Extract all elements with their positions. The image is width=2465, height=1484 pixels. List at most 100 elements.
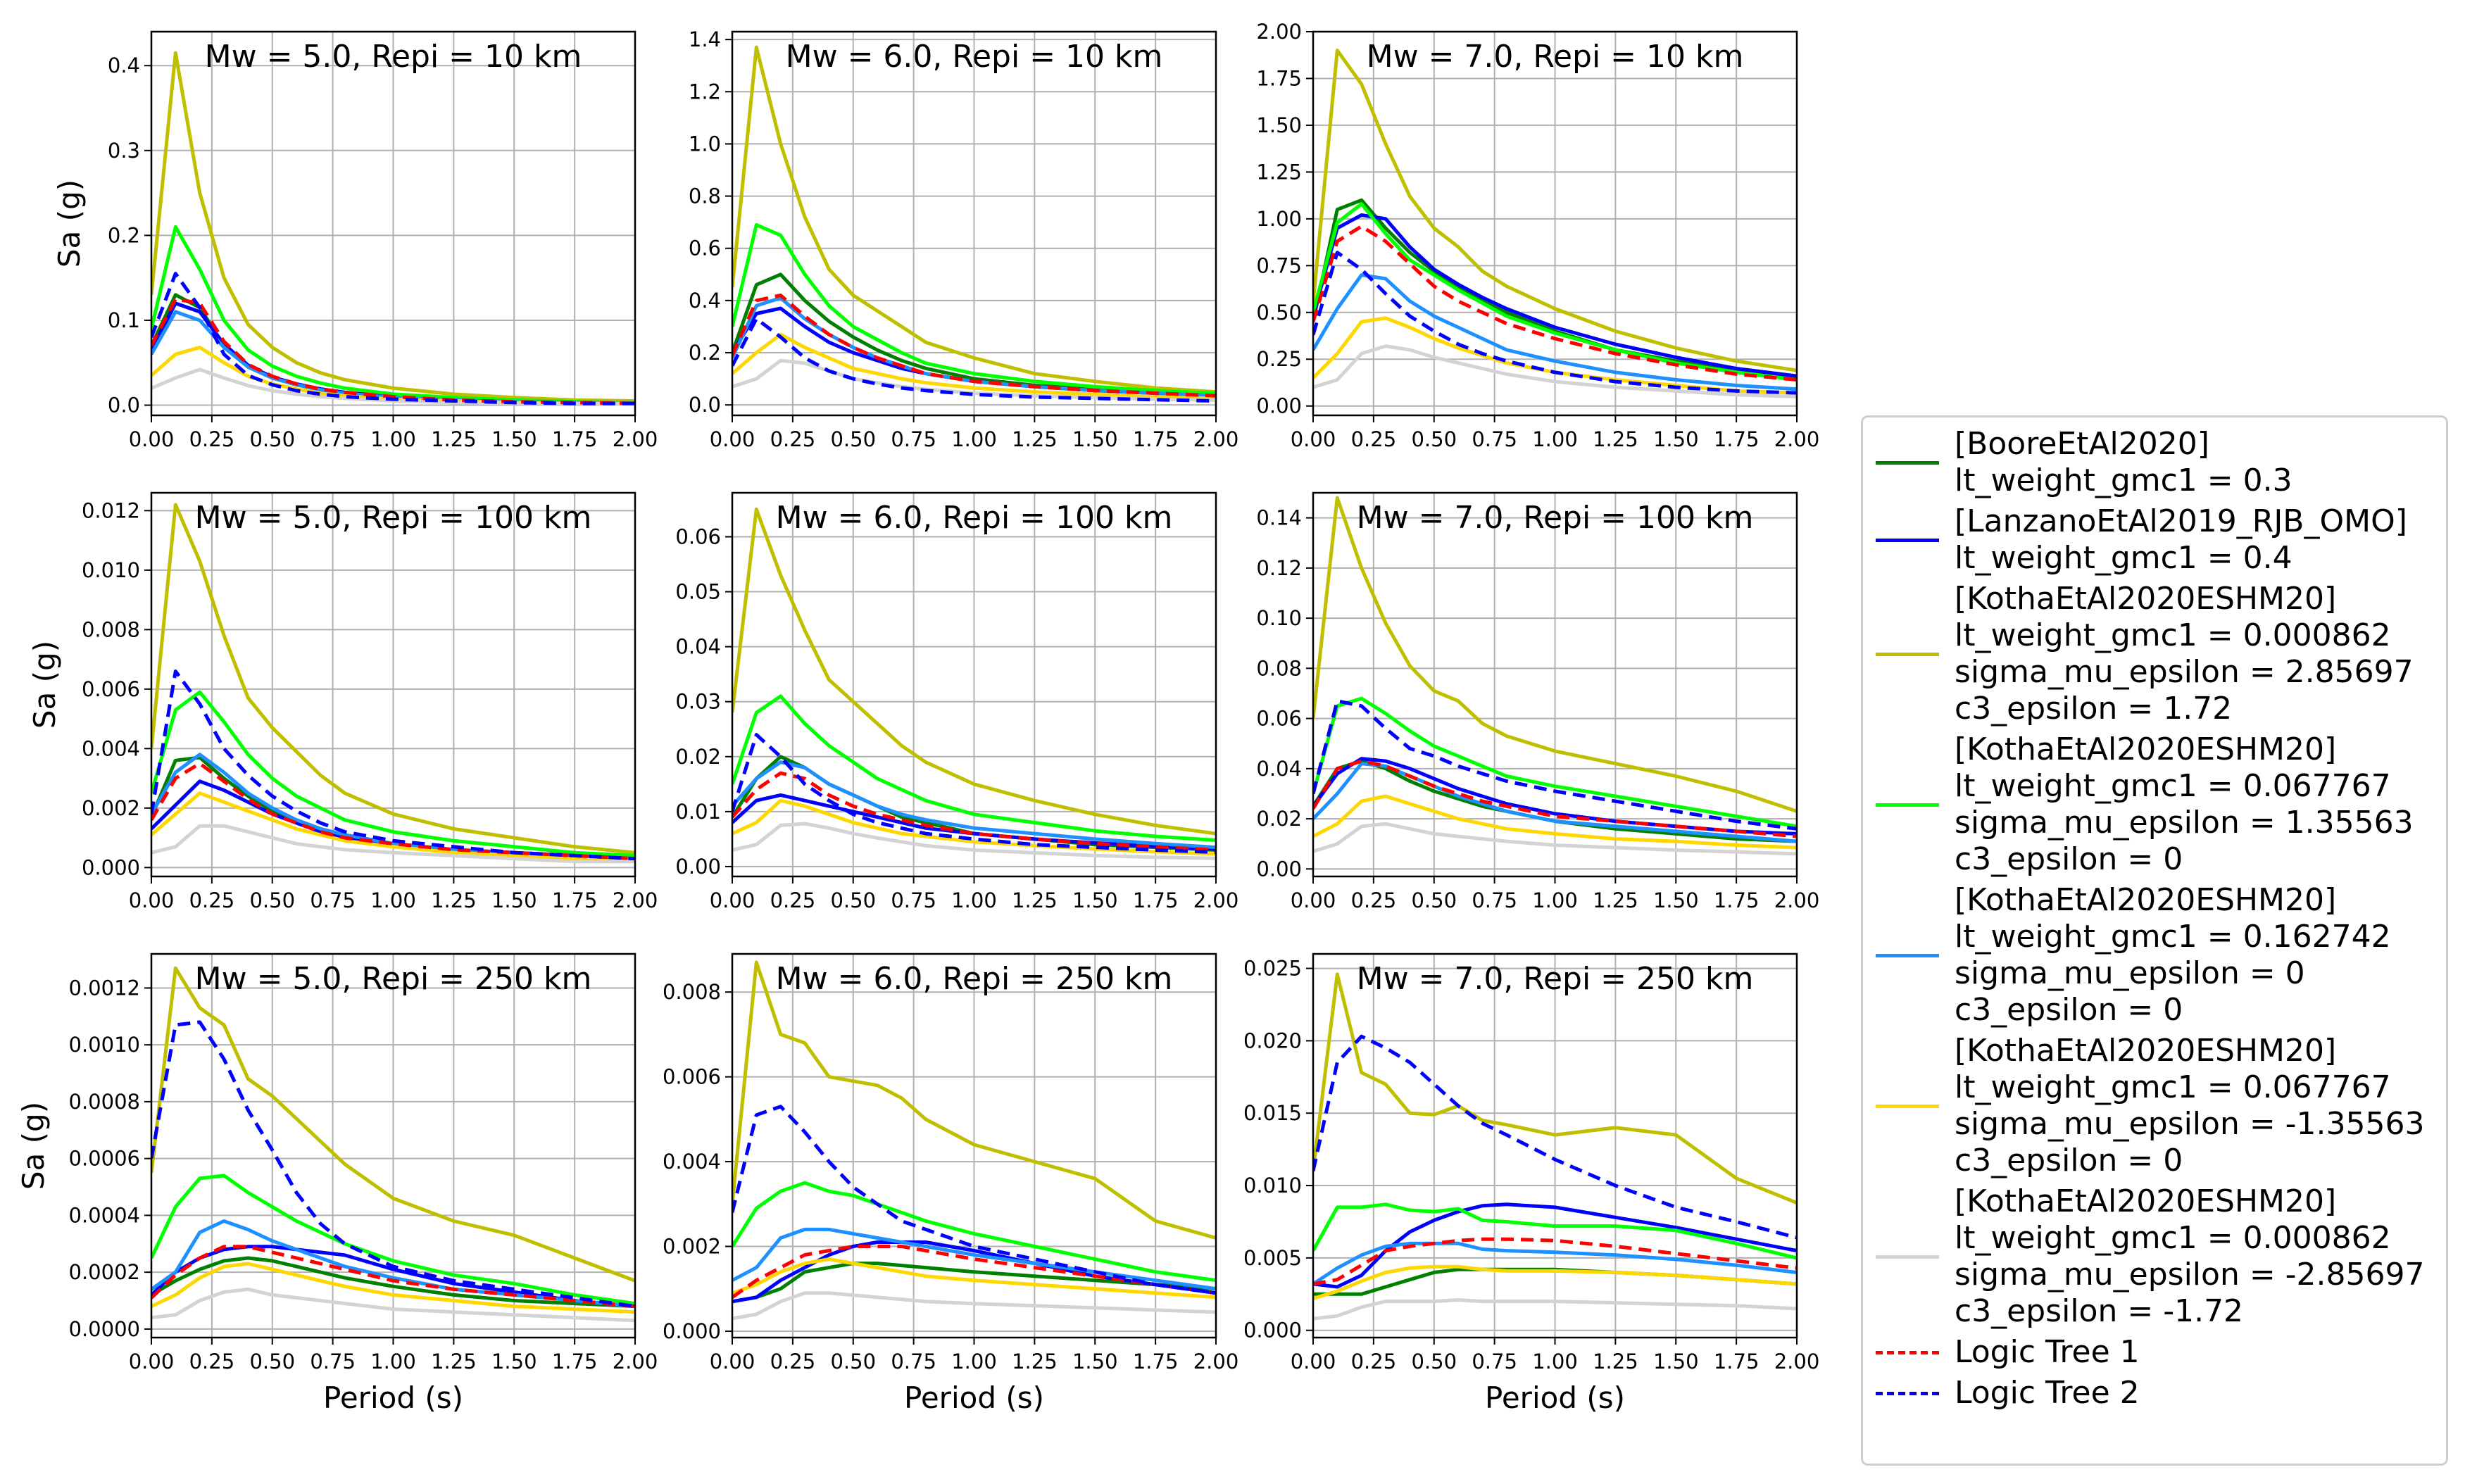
y-tick-label: 0.008 (82, 617, 140, 641)
subplot-title: Mw = 5.0, Repi = 10 km (205, 39, 582, 75)
x-tick-label: 0.00 (710, 888, 755, 912)
series-line-kotha_a (151, 966, 635, 1283)
y-axis-label: Sa (g) (52, 180, 87, 268)
legend-label-line: lt_weight_gmc1 = 0.000862 (1955, 1220, 2391, 1256)
x-tick-label: 1.25 (1012, 888, 1058, 912)
y-tick-label: 0.06 (675, 524, 721, 548)
x-tick-label: 1.50 (1072, 427, 1118, 451)
x-tick-label: 0.25 (1351, 427, 1397, 451)
y-tick-label: 0.2 (108, 223, 140, 247)
legend-label-line: Logic Tree 2 (1955, 1375, 2140, 1411)
x-tick-label: 0.50 (830, 1350, 876, 1373)
series-line-kotha_e (1313, 344, 1797, 398)
x-tick-label: 1.50 (491, 427, 537, 451)
y-tick-label: 0.0 (689, 393, 721, 417)
x-tick-label: 1.50 (1653, 427, 1699, 451)
y-tick-label: 0.015 (1243, 1101, 1302, 1125)
x-tick-label: 1.00 (370, 888, 416, 912)
legend-label: Logic Tree 2 (1955, 1375, 2140, 1411)
x-tick-label: 0.25 (770, 427, 816, 451)
y-tick-label: 0.06 (1256, 707, 1302, 731)
y-tick-label: 0.0000 (69, 1317, 140, 1341)
x-tick-label: 2.00 (613, 888, 658, 912)
y-tick-label: 0.6 (689, 237, 721, 260)
legend-label: [LanzanoEtAl2019_RJB_OMO] lt_weight_gmc1 … (1955, 503, 2407, 577)
x-tick-label: 1.75 (552, 427, 598, 451)
y-tick-label: 0.01 (675, 800, 721, 824)
legend-entry: [BooreEtAl2020] lt_weight_gmc1 = 0.3 (1863, 426, 2446, 499)
y-tick-label: 0.000 (1243, 1319, 1302, 1342)
legend-swatch (1876, 954, 1939, 957)
subplot: 0.00 0.25 0.50 0.75 1.00 1.25 1.50 1.75 2.000.00… (27, 491, 658, 912)
series-line-kotha_d (151, 1262, 635, 1314)
x-tick-label: 0.00 (710, 1350, 755, 1373)
series-line-kotha_b (1313, 1202, 1797, 1260)
series-line-kotha_d (1313, 794, 1797, 850)
legend-label: [BooreEtAl2020] lt_weight_gmc1 = 0.3 (1955, 426, 2292, 499)
x-tick-label: 2.00 (1774, 1350, 1820, 1373)
series-line-lt2 (1313, 699, 1797, 831)
series-line-lanzano (1313, 1202, 1797, 1289)
legend-label-line: c3_epsilon = -1.72 (1955, 1293, 2244, 1329)
series-group (732, 507, 1216, 860)
legend-label-line: lt_weight_gmc1 = 0.067767 (1955, 768, 2391, 804)
series-group (732, 960, 1216, 1321)
y-tick-label: 0.00 (675, 855, 721, 879)
x-tick-label: 0.50 (1411, 427, 1457, 451)
series-group (151, 503, 635, 864)
series-line-lt1 (732, 1245, 1216, 1299)
y-tick-label: 0.0002 (69, 1260, 140, 1284)
subplot-title: Mw = 6.0, Repi = 100 km (776, 500, 1173, 536)
x-tick-label: 1.75 (1133, 427, 1179, 451)
subplot: 0.00 0.25 0.50 0.75 1.00 1.25 1.50 1.75 2.000.00… (52, 30, 658, 451)
series-line-kotha_d (732, 332, 1216, 401)
series-line-boore (151, 1256, 635, 1309)
legend-swatch (1876, 1392, 1939, 1395)
x-tick-label: 0.75 (1472, 1350, 1517, 1373)
x-tick-label: 2.00 (1193, 888, 1239, 912)
y-tick-label: 0.3 (108, 139, 140, 163)
x-tick-label: 1.00 (370, 427, 416, 451)
x-tick-label: 1.00 (1532, 427, 1578, 451)
series-group (1313, 972, 1797, 1321)
x-tick-label: 0.75 (891, 1350, 936, 1373)
y-tick-label: 1.2 (689, 80, 721, 103)
y-tick-label: 0.02 (675, 745, 721, 769)
series-line-kotha_e (1313, 822, 1797, 856)
series-line-lt1 (732, 771, 1216, 852)
x-tick-label: 0.75 (310, 1350, 356, 1373)
series-line-lt2 (732, 317, 1216, 403)
series-line-lt1 (1313, 759, 1797, 838)
x-tick-label: 1.25 (431, 1350, 477, 1373)
series-line-lt1 (1313, 225, 1797, 382)
y-tick-label: 0.005 (1243, 1246, 1302, 1270)
series-line-kotha_e (1313, 1298, 1797, 1321)
x-tick-label: 0.00 (710, 427, 755, 451)
series-line-lt2 (151, 272, 635, 405)
legend-label-line: sigma_mu_epsilon = 0 (1955, 955, 2305, 991)
subplot: 0.00 0.25 0.50 0.75 1.00 1.25 1.50 1.75 2.000.00… (675, 491, 1239, 912)
y-tick-label: 0.0010 (69, 1033, 140, 1057)
x-tick-label: 1.25 (1593, 888, 1638, 912)
legend-label: Logic Tree 1 (1955, 1334, 2140, 1371)
series-line-kotha_a (732, 507, 1216, 836)
y-tick-label: 0.0006 (69, 1147, 140, 1171)
x-tick-label: 0.50 (249, 888, 295, 912)
x-tick-label: 0.50 (830, 427, 876, 451)
series-line-kotha_b (732, 1181, 1216, 1283)
y-tick-label: 1.00 (1256, 207, 1302, 231)
y-tick-label: 0.2 (689, 341, 721, 365)
series-line-lt2 (151, 1020, 635, 1309)
legend: [BooreEtAl2020] lt_weight_gmc1 = 0.3 [Lanz… (1861, 415, 2448, 1466)
legend-label-line: lt_weight_gmc1 = 0.162742 (1955, 919, 2391, 955)
x-tick-label: 1.00 (1532, 888, 1578, 912)
x-tick-label: 2.00 (1774, 427, 1820, 451)
legend-entry: [KothaEtAl2020ESHM20] lt_weight_gmc1 = 0.… (1863, 1183, 2446, 1330)
x-axis-label: Period (s) (904, 1381, 1044, 1415)
legend-label-line: Logic Tree 1 (1955, 1334, 2140, 1370)
y-tick-label: 0.10 (1256, 606, 1302, 630)
y-tick-label: 0.002 (663, 1235, 721, 1259)
series-line-kotha_c (1313, 762, 1797, 843)
y-tick-label: 0.004 (663, 1150, 721, 1174)
x-tick-label: 0.50 (249, 427, 295, 451)
